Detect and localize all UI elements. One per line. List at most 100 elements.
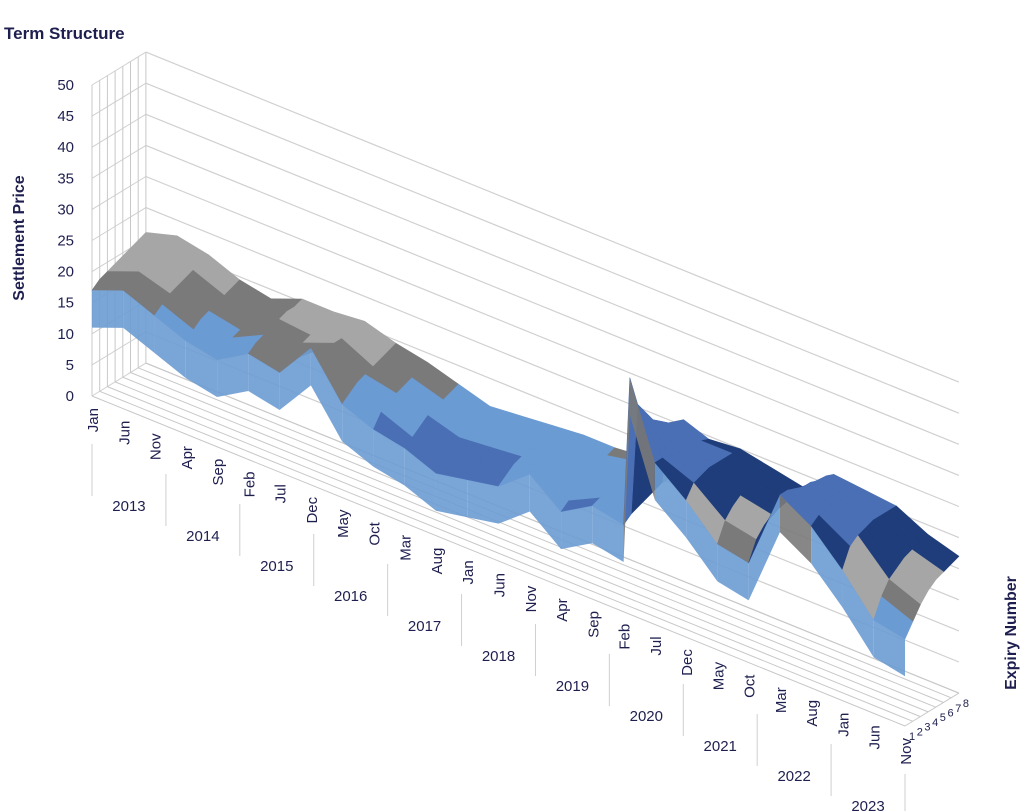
month-tick-label: Feb bbox=[241, 471, 258, 497]
year-tick-label: 2016 bbox=[334, 588, 367, 605]
surface-front-facet bbox=[217, 353, 249, 398]
expiry-tick-label: 2 bbox=[917, 726, 923, 738]
surface-front-facet bbox=[123, 290, 155, 353]
month-tick-label: Dec bbox=[679, 649, 696, 676]
y-tick-label: 50 bbox=[57, 77, 74, 94]
month-tick-label: May bbox=[710, 661, 727, 690]
year-tick-label: 2015 bbox=[260, 558, 293, 575]
floor-edge bbox=[904, 692, 960, 727]
year-tick-label: 2014 bbox=[186, 528, 219, 545]
floor-line bbox=[114, 381, 929, 713]
expiry-tick-label: 1 bbox=[909, 731, 915, 743]
surface-mesh bbox=[91, 232, 960, 677]
month-tick-label: Jun bbox=[867, 725, 884, 749]
month-tick-label: Jan bbox=[460, 560, 477, 584]
side-gridline bbox=[91, 207, 147, 241]
surface-front-facet bbox=[404, 448, 436, 511]
surface-front-facet bbox=[185, 340, 218, 398]
month-tick-label: Oct bbox=[366, 521, 383, 545]
month-tick-label: Nov bbox=[148, 433, 165, 460]
month-tick-label: Mar bbox=[398, 535, 415, 561]
y-tick-label: 5 bbox=[66, 357, 74, 374]
y-tick-label: 45 bbox=[57, 108, 74, 125]
back-gridline bbox=[145, 144, 960, 476]
y-tick-label: 25 bbox=[57, 233, 74, 250]
surface-front-facet bbox=[748, 494, 780, 601]
floor-line bbox=[107, 386, 921, 718]
surface-front-facet bbox=[342, 404, 374, 467]
surface-front-facet bbox=[873, 620, 905, 677]
year-tick-label: 2020 bbox=[630, 708, 663, 725]
surface-front-facet bbox=[623, 377, 630, 563]
floor-line bbox=[91, 395, 906, 727]
month-tick-label: Mar bbox=[773, 687, 790, 713]
year-tick-label: 2023 bbox=[851, 798, 884, 811]
expiry-tick-label: 5 bbox=[940, 712, 946, 724]
surface-front-facet bbox=[842, 569, 874, 658]
y-tick-label: 0 bbox=[66, 388, 74, 405]
month-tick-label: Nov bbox=[523, 585, 540, 612]
month-tick-label: Jun bbox=[116, 421, 133, 445]
month-tick-label: Dec bbox=[304, 496, 321, 523]
month-tick-label: Aug bbox=[804, 700, 821, 727]
month-tick-label: Aug bbox=[429, 548, 446, 575]
surface-front-facet bbox=[811, 526, 843, 608]
surface-front-facet bbox=[529, 474, 562, 550]
month-tick-label: May bbox=[335, 509, 352, 538]
year-tick-label: 2021 bbox=[704, 738, 737, 755]
back-gridline bbox=[145, 51, 960, 383]
month-tick-label: Jan bbox=[835, 713, 852, 737]
floor-line bbox=[99, 390, 913, 722]
side-gridline bbox=[91, 82, 147, 117]
expiry-tick-label: 4 bbox=[932, 717, 938, 729]
surface-front-facet bbox=[310, 348, 343, 442]
surface-front-facet bbox=[592, 505, 624, 563]
back-gridline bbox=[145, 113, 960, 445]
chart-title: Term Structure bbox=[4, 24, 125, 43]
back-gridline bbox=[145, 175, 960, 508]
month-tick-label: Oct bbox=[742, 674, 759, 698]
surface-front-facet bbox=[654, 462, 687, 538]
y-tick-label: 35 bbox=[57, 170, 74, 187]
surface-front-facet bbox=[279, 348, 311, 410]
month-tick-label: Jul bbox=[648, 636, 665, 655]
surface-front-facet bbox=[561, 505, 593, 550]
surface-front-facet bbox=[467, 479, 499, 524]
month-tick-label: Sep bbox=[210, 459, 227, 486]
year-tick-label: 2013 bbox=[112, 498, 145, 515]
expiry-tick-label: 8 bbox=[963, 698, 969, 710]
side-gridline bbox=[91, 51, 147, 86]
surface-front-facet bbox=[717, 544, 749, 601]
expiry-axis-title: Expiry Number bbox=[1003, 576, 1020, 690]
side-gridline bbox=[91, 113, 147, 148]
surface-front-facet bbox=[629, 377, 655, 501]
y-tick-label: 30 bbox=[57, 201, 74, 218]
month-tick-label: Apr bbox=[554, 598, 571, 621]
side-gridline bbox=[91, 144, 147, 179]
year-tick-label: 2017 bbox=[408, 618, 441, 635]
surface-front-facet bbox=[686, 500, 718, 582]
y-axis-title: Settlement Price bbox=[11, 175, 28, 300]
expiry-tick-label: 7 bbox=[955, 703, 961, 715]
month-tick-label: Apr bbox=[179, 446, 196, 469]
side-gridline bbox=[91, 362, 147, 397]
year-tick-label: 2018 bbox=[482, 648, 515, 665]
month-tick-label: Sep bbox=[585, 611, 602, 638]
back-gridline bbox=[145, 82, 960, 414]
surface-front-facet bbox=[779, 494, 812, 564]
y-axis-ticks: 0 5 10 15 20 25 30 35 40 45 50 bbox=[57, 77, 74, 405]
surface-front-facet bbox=[498, 474, 530, 524]
month-tick-label: Nov bbox=[898, 738, 915, 765]
floor-line bbox=[138, 367, 952, 699]
surface-front-facet bbox=[248, 353, 280, 410]
year-tick-label: 2022 bbox=[777, 768, 810, 785]
y-tick-label: 20 bbox=[57, 264, 74, 281]
expiry-tick-label: 6 bbox=[948, 708, 954, 720]
y-tick-label: 15 bbox=[57, 295, 74, 312]
side-gridline bbox=[91, 176, 147, 210]
expiry-tick-label: 3 bbox=[924, 722, 930, 734]
month-tick-label: Jan bbox=[85, 408, 102, 432]
floor-line bbox=[130, 372, 944, 703]
